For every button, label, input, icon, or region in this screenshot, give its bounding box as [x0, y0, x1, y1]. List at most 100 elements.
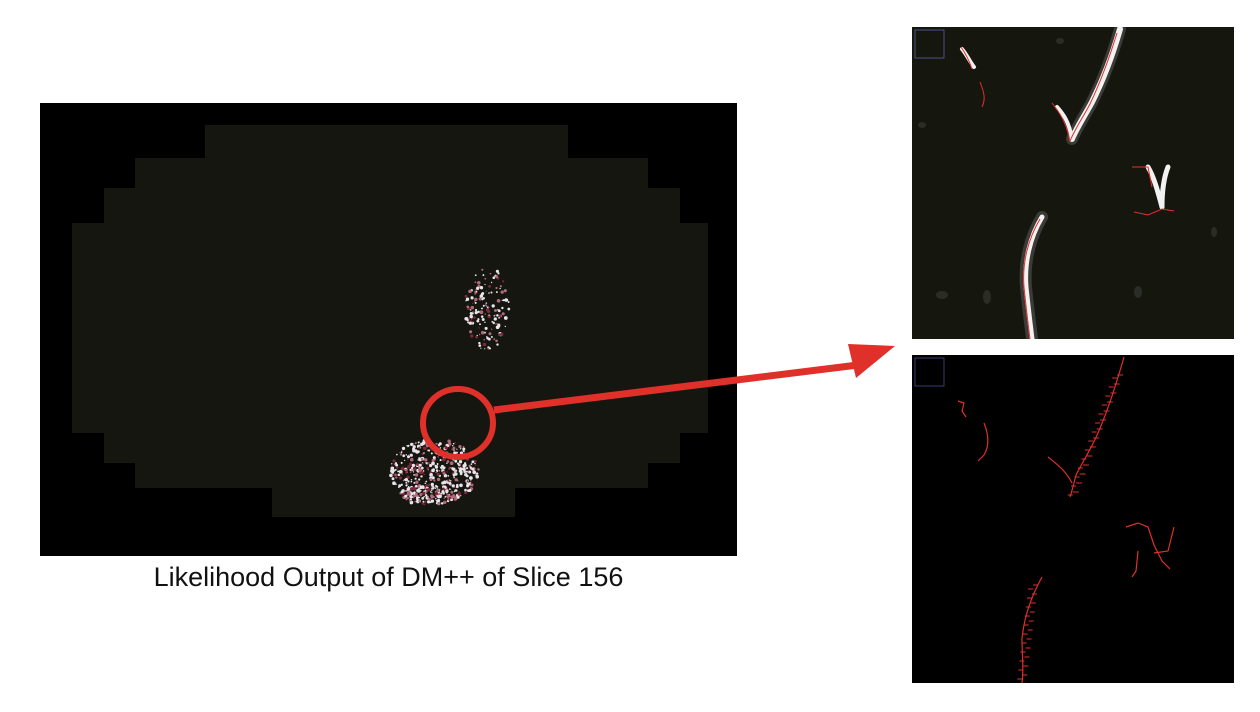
likelihood-speckle: [420, 457, 424, 461]
likelihood-speckle: [425, 462, 429, 465]
likelihood-speckle: [488, 314, 490, 316]
likelihood-speckle: [496, 298, 501, 303]
likelihood-speckle: [399, 453, 403, 456]
likelihood-speckle: [394, 468, 397, 471]
likelihood-speckle: [465, 297, 470, 301]
likelihood-speckle: [440, 492, 443, 495]
likelihood-speckle: [442, 457, 446, 462]
likelihood-speckle: [409, 453, 413, 457]
likelihood-speckle: [438, 491, 440, 494]
likelihood-speckle: [439, 447, 442, 449]
likelihood-speckle: [501, 306, 504, 310]
likelihood-speckle: [485, 305, 488, 307]
likelihood-speckle: [428, 449, 431, 452]
likelihood-speckle: [405, 489, 408, 492]
likelihood-speckle: [442, 472, 446, 475]
likelihood-speckle: [487, 347, 490, 350]
likelihood-speckle: [473, 292, 476, 295]
likelihood-speckle: [468, 470, 472, 474]
likelihood-speckle: [406, 445, 408, 447]
likelihood-speckle: [422, 491, 426, 495]
likelihood-speckle: [424, 500, 427, 504]
likelihood-speckle: [464, 491, 467, 494]
likelihood-speckle: [436, 498, 441, 503]
likelihood-speckle: [470, 463, 473, 465]
likelihood-speckle: [484, 326, 488, 330]
highlight-circle: [420, 386, 496, 460]
likelihood-speckle: [469, 312, 473, 315]
likelihood-speckle: [492, 276, 496, 279]
likelihood-speckle: [419, 466, 422, 469]
likelihood-speckle: [488, 332, 492, 336]
likelihood-speckle: [472, 311, 474, 313]
likelihood-speckle: [448, 481, 452, 485]
likelihood-speckle: [498, 316, 500, 319]
likelihood-speckle: [403, 459, 406, 462]
likelihood-speckle: [416, 462, 420, 467]
likelihood-speckle: [434, 487, 437, 489]
likelihood-speckle: [465, 300, 467, 302]
likelihood-speckle: [485, 290, 487, 293]
likelihood-speckle: [449, 488, 451, 491]
likelihood-speckle: [389, 473, 393, 478]
likelihood-speckle: [425, 484, 429, 488]
likelihood-speckle: [475, 472, 479, 475]
likelihood-speckle: [396, 466, 399, 469]
likelihood-speckle: [460, 472, 462, 475]
likelihood-speckle: [429, 473, 433, 477]
likelihood-speckle: [427, 496, 429, 499]
likelihood-speckle: [390, 470, 393, 473]
likelihood-speckle: [419, 494, 422, 497]
likelihood-speckle: [472, 302, 474, 304]
likelihood-speckle: [456, 495, 460, 499]
likelihood-speckle: [448, 495, 451, 498]
likelihood-speckle: [398, 470, 400, 472]
arrow-head: [848, 344, 895, 378]
likelihood-speckle: [484, 321, 486, 323]
likelihood-speckle: [502, 299, 505, 302]
likelihood-speckle: [446, 471, 448, 473]
likelihood-speckle: [419, 485, 423, 490]
likelihood-speckle: [391, 477, 395, 481]
likelihood-speckle: [438, 494, 442, 499]
likelihood-speckle: [405, 481, 408, 484]
likelihood-speckle: [425, 480, 428, 483]
likelihood-speckle: [488, 284, 492, 288]
likelihood-speckle: [430, 452, 433, 455]
likelihood-speckle: [415, 492, 418, 496]
background-blobs: [918, 38, 1217, 304]
likelihood-speckle: [482, 342, 487, 347]
likelihood-speckle: [477, 468, 480, 471]
likelihood-speckle: [416, 496, 419, 500]
likelihood-speckle: [499, 287, 501, 290]
likelihood-speckle: [410, 480, 413, 483]
likelihood-speckle: [488, 347, 492, 350]
likelihood-speckle: [439, 465, 441, 468]
likelihood-speckle: [452, 446, 456, 450]
likelihood-speckle: [424, 458, 428, 462]
likelihood-speckle: [487, 306, 490, 309]
likelihood-speckle: [455, 448, 458, 451]
likelihood-speckle: [430, 489, 433, 491]
likelihood-speckle: [469, 476, 473, 480]
likelihood-speckle: [405, 498, 408, 501]
likelihood-speckle: [500, 290, 504, 294]
likelihood-speckle: [445, 480, 448, 482]
likelihood-speckle: [490, 281, 493, 284]
likelihood-speckle: [454, 497, 458, 501]
likelihood-speckle: [436, 463, 439, 465]
likelihood-speckle: [451, 448, 453, 450]
likelihood-speckle: [470, 482, 473, 485]
likelihood-speckle: [493, 308, 498, 313]
likelihood-speckle: [453, 486, 456, 488]
likelihood-speckle: [507, 301, 510, 303]
likelihood-speckle: [443, 480, 447, 485]
likelihood-speckle: [466, 482, 470, 486]
likelihood-speckle: [394, 473, 397, 476]
likelihood-speckle: [435, 442, 438, 445]
likelihood-speckle: [495, 291, 498, 294]
likelihood-speckle: [392, 459, 396, 463]
likelihood-speckle: [409, 500, 414, 505]
likelihood-speckle: [454, 495, 457, 498]
likelihood-speckle: [486, 336, 488, 338]
